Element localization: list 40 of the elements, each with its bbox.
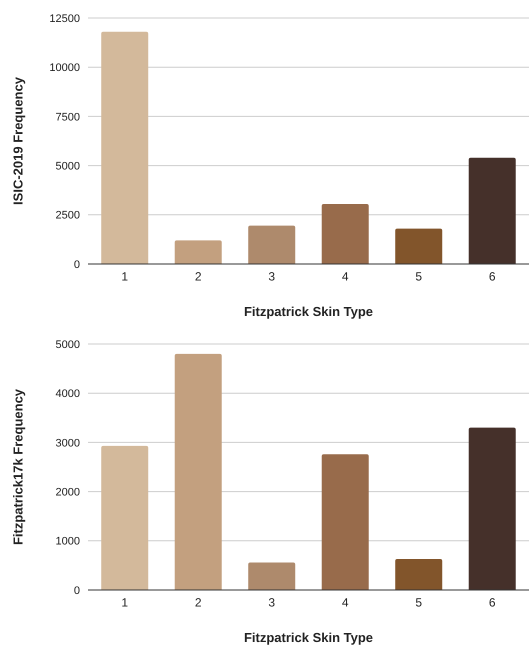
x-tick-label: 1 xyxy=(121,596,128,610)
y-axis-title: ISIC-2019 Frequency xyxy=(10,76,26,205)
bar xyxy=(468,428,516,590)
bar xyxy=(248,562,296,590)
x-tick-label: 3 xyxy=(268,596,276,610)
bar xyxy=(395,228,442,264)
y-tick-label: 2500 xyxy=(56,210,80,222)
x-tick-label: 4 xyxy=(342,270,349,284)
bar xyxy=(322,204,369,264)
bar xyxy=(322,454,369,590)
x-axis-title: Fitzpatrick Skin Type xyxy=(244,304,374,319)
y-tick-label: 12500 xyxy=(49,12,80,25)
x-tick-label: 4 xyxy=(342,596,349,610)
y-tick-label: 3000 xyxy=(56,437,80,450)
x-axis-title: Fitzpatrick Skin Type xyxy=(244,630,374,645)
y-tick-label: 0 xyxy=(74,584,80,597)
y-tick-label: 7500 xyxy=(56,111,80,124)
y-tick-label: 5000 xyxy=(56,160,80,173)
x-tick-label: 6 xyxy=(488,270,496,284)
bar xyxy=(468,158,516,264)
x-tick-label: 5 xyxy=(415,596,422,610)
y-tick-label: 5000 xyxy=(56,338,80,351)
y-tick-label: 1000 xyxy=(56,536,80,548)
bar xyxy=(395,559,442,590)
x-tick-label: 2 xyxy=(194,596,202,610)
y-tick-label: 0 xyxy=(74,258,80,271)
bar xyxy=(101,32,148,264)
y-axis-title: Fitzpatrick17k Frequency xyxy=(10,388,26,546)
x-tick-label: 5 xyxy=(415,270,422,284)
x-tick-label: 1 xyxy=(121,270,128,284)
bar xyxy=(174,240,222,264)
y-tick-label: 4000 xyxy=(56,388,80,400)
bar xyxy=(248,226,296,264)
x-tick-label: 3 xyxy=(268,270,276,284)
x-tick-label: 6 xyxy=(488,596,496,610)
x-tick-label: 2 xyxy=(194,270,202,284)
bar xyxy=(101,446,148,590)
y-tick-label: 2000 xyxy=(56,486,80,499)
y-tick-label: 10000 xyxy=(49,62,80,74)
bar xyxy=(174,354,222,590)
